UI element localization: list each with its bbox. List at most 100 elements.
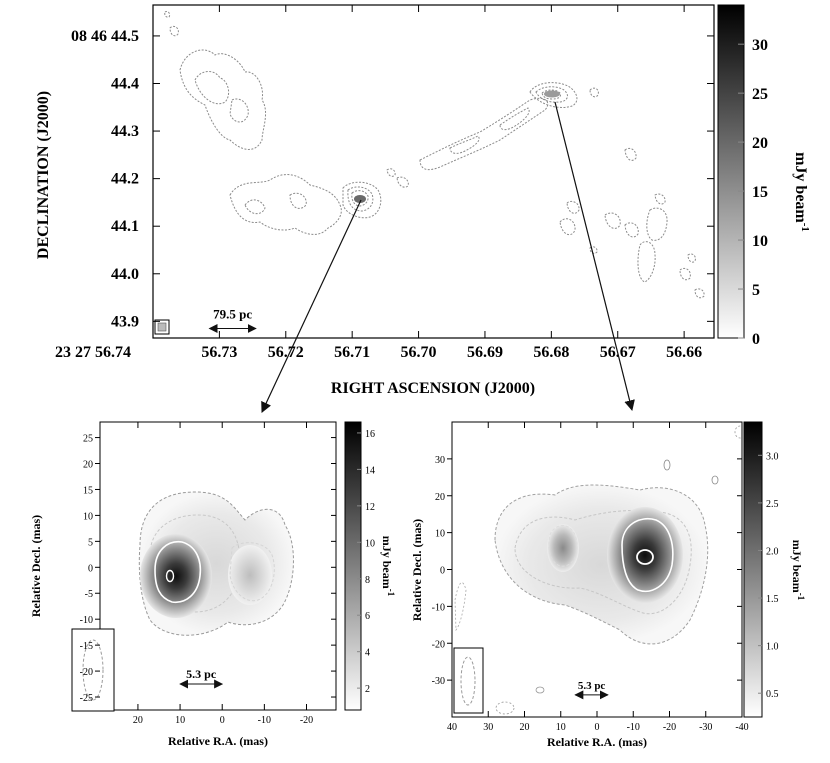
bottom-right-image <box>454 425 742 715</box>
bottom-right-x-axis-label: Relative R.A. (mas) <box>547 735 647 749</box>
top-scale-bar: 79.5 pc <box>208 306 257 333</box>
bottom-right-colorbar: 0.5 1.0 1.5 2.0 2.5 3.0 mJy beam-1 <box>743 421 806 718</box>
bottom-right-y-tick-label: -30 <box>432 676 445 687</box>
bottom-right-y-axis-label: Relative Decl. (mas) <box>410 519 424 621</box>
bottom-right-x-tick-label: -10 <box>627 722 640 733</box>
top-x-tick-label: 56.70 <box>401 344 437 361</box>
bottom-left-colorbar-tick-label: 10 <box>365 538 375 549</box>
bottom-right-colorbar-tick-label: 0.5 <box>766 689 779 700</box>
top-colorbar-tick-label: 15 <box>752 184 768 201</box>
bottom-left-x-tick-label: -20 <box>300 715 313 726</box>
bottom-right-x-ticks: 40 30 20 10 0 -10 -20 -30 -40 <box>447 422 749 733</box>
bottom-left-y-axis-label: Relative Decl. (mas) <box>29 515 43 617</box>
top-panel: 23 27 56.74 56.73 56.72 56.71 56.70 56.69 56.6… <box>35 4 811 397</box>
bottom-right-y-tick-label: 10 <box>435 529 445 540</box>
top-x-axis-label: RIGHT ASCENSION (J2000) <box>331 380 535 397</box>
bottom-left-y-tick-label: 5 <box>88 537 93 548</box>
top-y-tick-label: 44.0 <box>111 266 139 283</box>
bottom-left-y-tick-label: -10 <box>80 615 93 626</box>
bottom-right-y-ticks: 30 20 10 0 -10 -20 -30 <box>432 455 742 687</box>
top-scale-bar-label: 79.5 pc <box>213 306 252 321</box>
top-y-tick-label: 43.9 <box>111 313 139 330</box>
top-x-tick-label: 56.71 <box>334 344 370 361</box>
bottom-left-scale-bar-label: 5.3 pc <box>186 667 217 681</box>
top-x-tick-label: 56.69 <box>467 344 503 361</box>
bottom-left-y-tick-label: -5 <box>85 589 93 600</box>
bottom-right-scale-bar-label: 5.3 pc <box>578 680 606 692</box>
bottom-left-colorbar-tick-label: 2 <box>365 684 370 695</box>
bottom-left-y-tick-label: 20 <box>83 460 93 471</box>
bottom-right-colorbar-tick-label: 2.0 <box>766 546 779 557</box>
top-colorbar-tick-label: 5 <box>752 282 760 299</box>
bottom-right-colorbar-tick-label: 1.5 <box>766 594 779 605</box>
bottom-right-colorbar-label: mJy beam-1 <box>790 540 806 601</box>
top-colorbar-tick-label: 10 <box>752 233 768 250</box>
top-y-tick-label: 44.1 <box>111 218 139 235</box>
top-component-cores <box>354 90 560 203</box>
top-colorbar-tick-label: 25 <box>752 86 768 103</box>
bottom-right-y-tick-label: -10 <box>432 602 445 613</box>
bottom-left-colorbar-tick-label: 12 <box>365 502 375 513</box>
top-y-tick-label: 44.3 <box>111 123 139 140</box>
bottom-left-colorbar: 2 4 6 8 10 12 14 16 mJy beam-1 <box>344 421 396 711</box>
top-colorbar-tick-label: 30 <box>752 37 768 54</box>
bottom-left-y-tick-label: -20 <box>80 667 93 678</box>
arrow-to-right-panel <box>554 101 635 412</box>
top-x-tick-label: 56.73 <box>201 344 237 361</box>
bottom-left-x-ticks: 20 10 0 -10 -20 <box>133 422 313 726</box>
top-colorbar: 0 5 10 15 20 25 30 mJy beam-1 <box>717 4 811 348</box>
bottom-left-image <box>138 491 294 636</box>
bottom-left-x-tick-label: 10 <box>175 715 185 726</box>
top-plot-frame <box>152 4 715 339</box>
bottom-right-colorbar-tick-label: 2.5 <box>766 499 779 510</box>
bottom-left-colorbar-tick-label: 14 <box>365 465 375 476</box>
top-contours <box>164 11 705 299</box>
bottom-left-y-tick-label: 10 <box>83 511 93 522</box>
top-colorbar-tick-label: 20 <box>752 135 768 152</box>
bottom-left-colorbar-tick-label: 8 <box>365 575 370 586</box>
top-x-tick-label: 56.72 <box>268 344 304 361</box>
bottom-left-frame <box>99 421 337 711</box>
top-x-tick-label: 56.68 <box>533 344 569 361</box>
top-y-tick-label: 44.2 <box>111 171 139 188</box>
bottom-left-scale-bar: 5.3 pc <box>179 667 224 689</box>
top-x-tick-label: 56.66 <box>666 344 702 361</box>
top-colorbar-tick-label: 0 <box>752 331 760 348</box>
bottom-right-scale-bar: 5.3 pc <box>574 680 609 700</box>
top-x-tick-label: 23 27 56.74 <box>55 344 131 361</box>
bottom-left-colorbar-tick-label: 4 <box>365 648 370 659</box>
bottom-left-x-tick-label: -10 <box>258 715 271 726</box>
top-beam-box <box>154 319 170 335</box>
zoom-arrows <box>261 101 635 413</box>
bottom-right-x-tick-label: 0 <box>595 722 600 733</box>
bottom-right-x-tick-label: -20 <box>663 722 676 733</box>
bottom-left-y-ticks: 25 20 15 10 5 0 -5 -10 -15 -20 -25 <box>80 434 336 704</box>
top-y-tick-label: 44.4 <box>111 75 139 92</box>
bottom-right-x-tick-label: 20 <box>520 722 530 733</box>
bottom-right-x-tick-label: -40 <box>735 722 748 733</box>
bottom-left-y-tick-label: -15 <box>80 641 93 652</box>
bottom-left-beam <box>71 628 115 712</box>
bottom-right-beam <box>453 647 484 714</box>
bottom-right-y-tick-label: -20 <box>432 639 445 650</box>
arrow-to-left-panel <box>261 199 362 413</box>
top-y-axis-label: DECLINATION (J2000) <box>35 91 52 259</box>
bottom-right-x-tick-label: 40 <box>447 722 457 733</box>
bottom-right-x-tick-label: 10 <box>556 722 566 733</box>
bottom-right-x-tick-label: 30 <box>483 722 493 733</box>
bottom-left-y-tick-label: 0 <box>88 563 93 574</box>
bottom-right-colorbar-tick-label: 1.0 <box>766 642 779 653</box>
bottom-left-colorbar-tick-label: 6 <box>365 611 370 622</box>
top-x-ticks: 23 27 56.74 56.73 56.72 56.71 56.70 56.69 56.6… <box>55 5 702 361</box>
bottom-left-y-tick-label: -25 <box>80 693 93 704</box>
bottom-left-colorbar-tick-label: 16 <box>365 429 375 440</box>
bottom-left-colorbar-label: mJy beam-1 <box>380 536 396 597</box>
bottom-right-y-tick-label: 30 <box>435 455 445 466</box>
top-y-tick-label: 08 46 44.5 <box>71 28 139 45</box>
bottom-right-y-tick-label: 20 <box>435 492 445 503</box>
bottom-left-x-tick-label: 20 <box>133 715 143 726</box>
bottom-right-y-tick-label: 0 <box>440 566 445 577</box>
top-y-ticks: 08 46 44.5 44.4 44.3 44.2 44.1 44.0 43.9 <box>71 28 714 330</box>
top-colorbar-label: mJy beam-1 <box>792 152 811 232</box>
